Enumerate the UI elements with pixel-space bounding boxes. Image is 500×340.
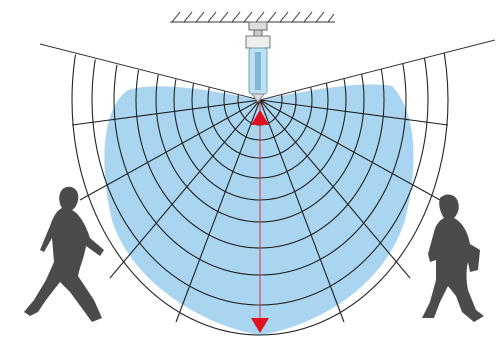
ceiling — [170, 11, 335, 23]
marker-bottom — [251, 318, 269, 333]
person-left — [24, 186, 104, 322]
person-right — [422, 194, 484, 322]
marker-top — [251, 110, 269, 125]
sensor — [245, 21, 271, 103]
